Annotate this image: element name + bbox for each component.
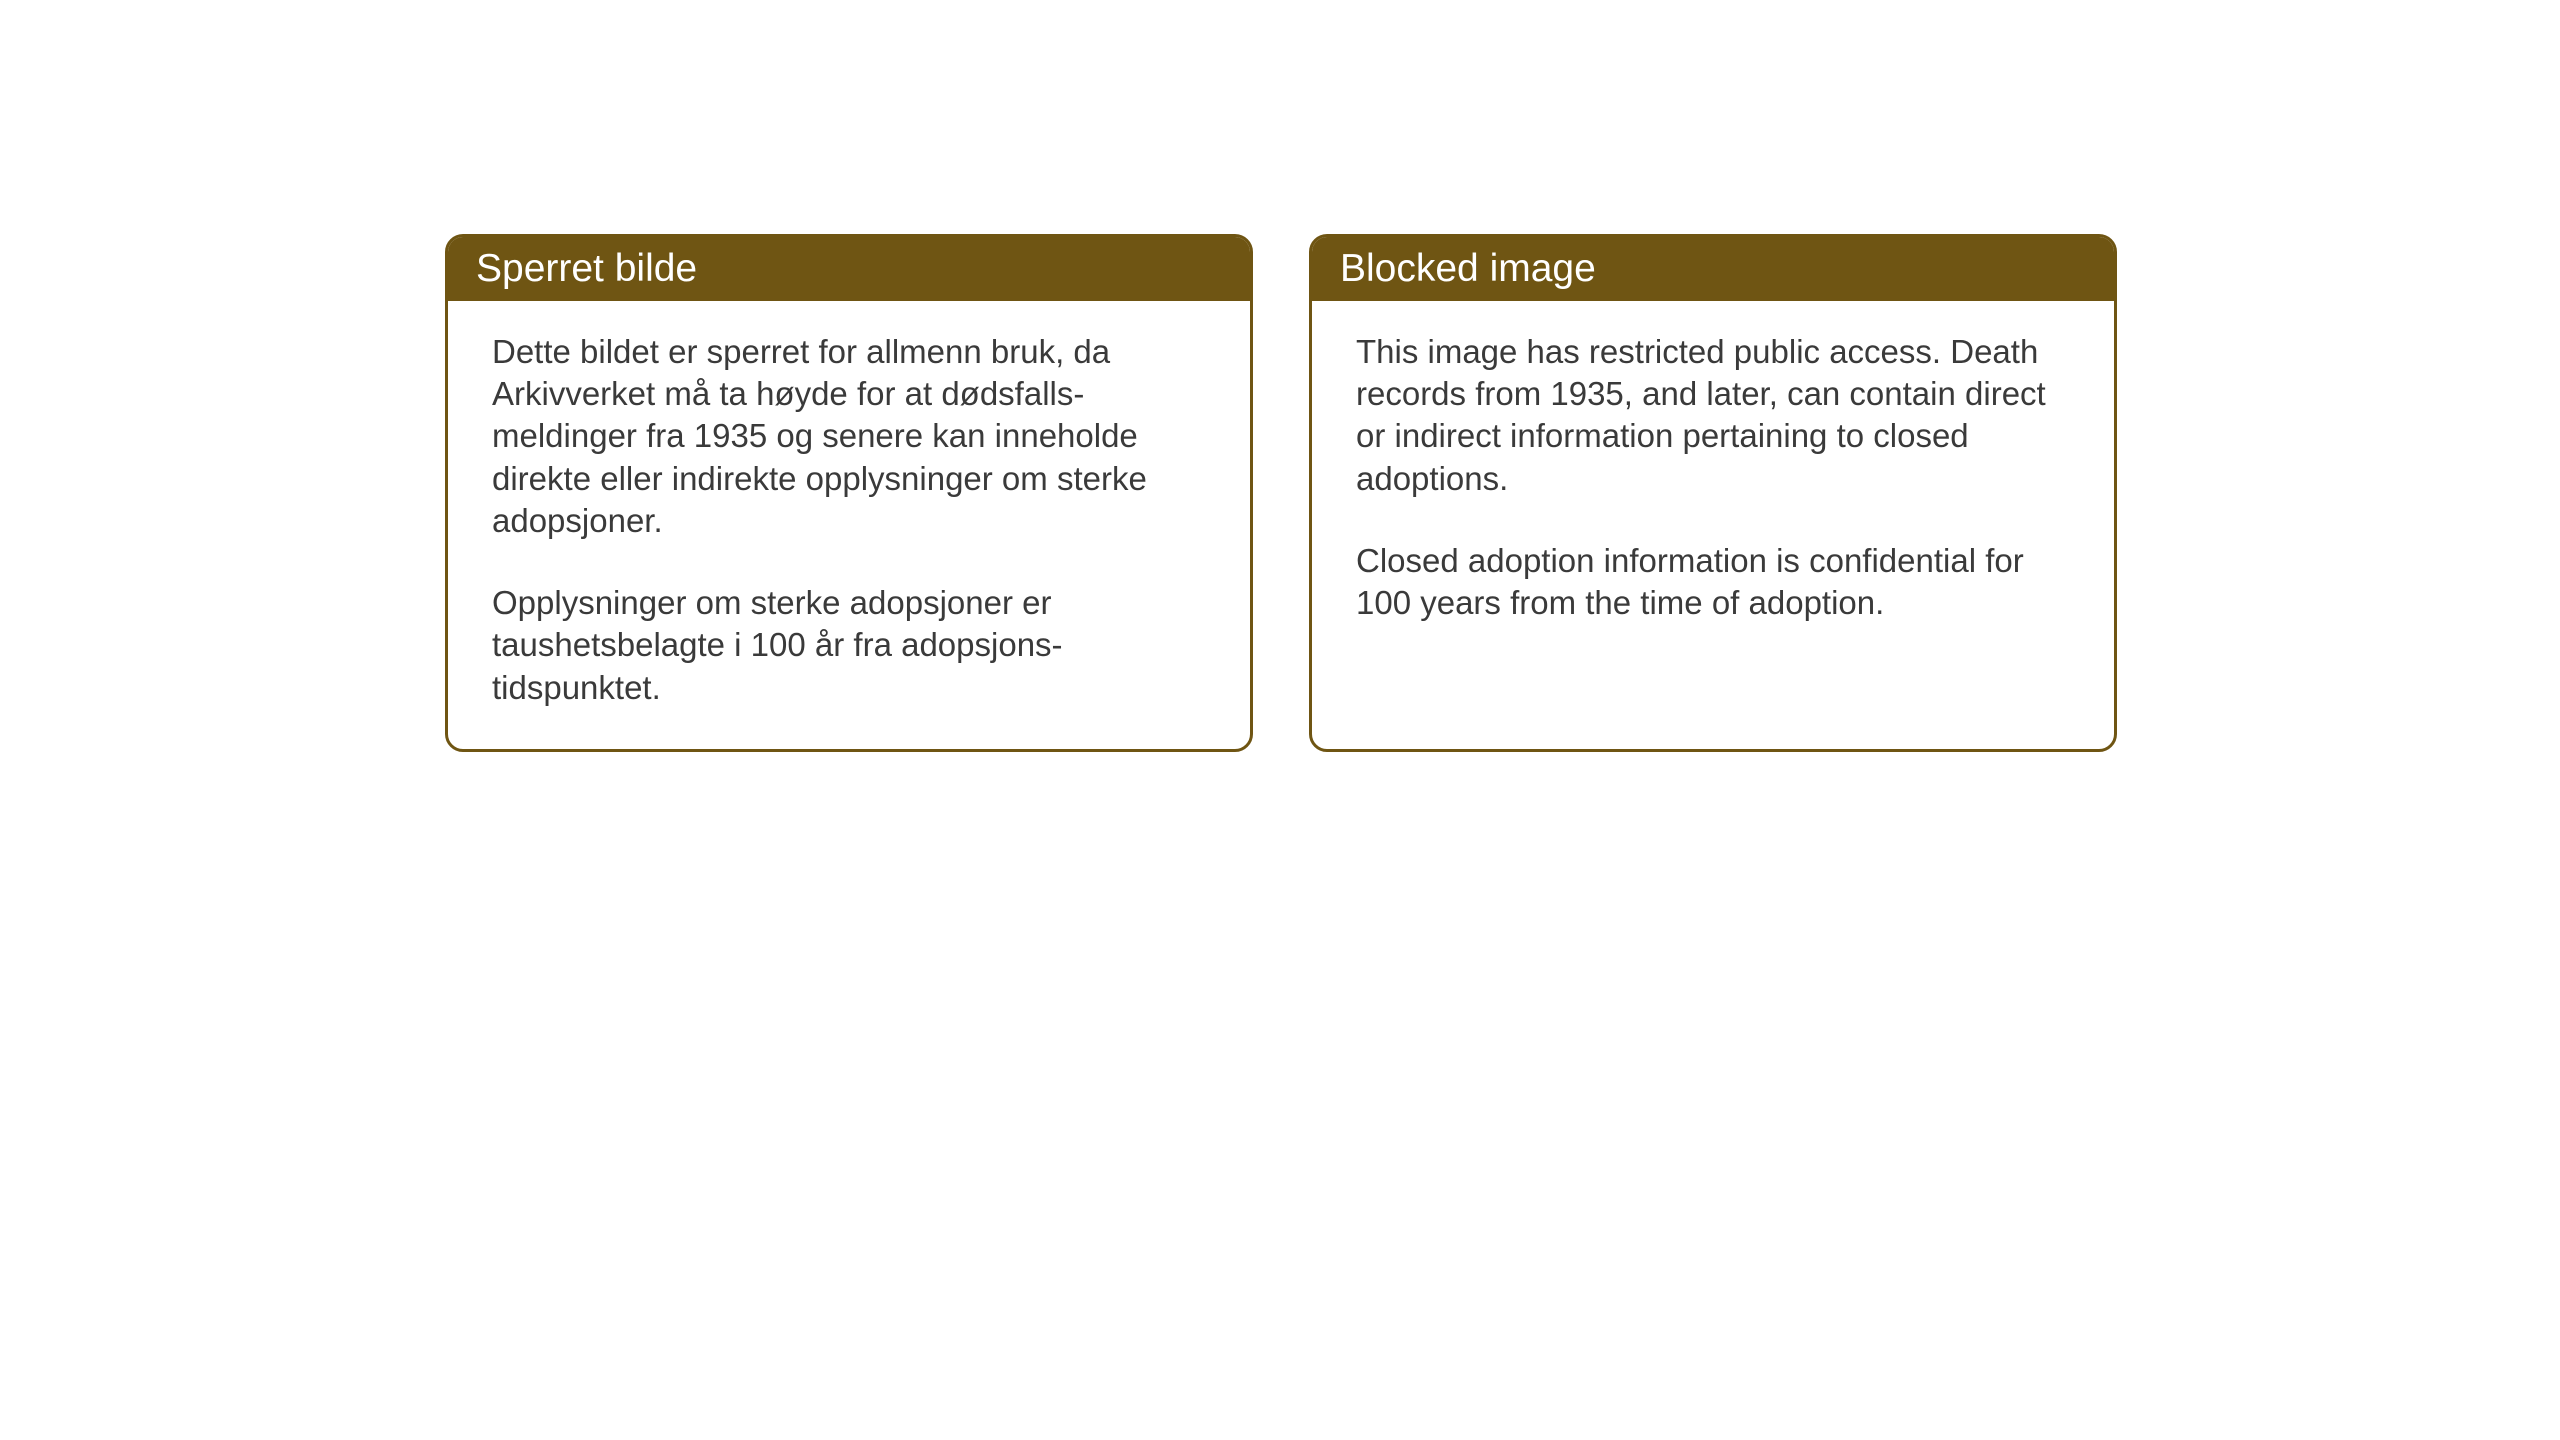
notice-card-english: Blocked image This image has restricted … <box>1309 234 2117 752</box>
card-body: Dette bildet er sperret for allmenn bruk… <box>448 301 1250 749</box>
card-title: Sperret bilde <box>476 247 697 290</box>
card-body: This image has restricted public access.… <box>1312 301 2114 741</box>
card-paragraph: Dette bildet er sperret for allmenn bruk… <box>492 331 1206 542</box>
card-paragraph: Opplysninger om sterke adopsjoner er tau… <box>492 582 1206 709</box>
card-header: Sperret bilde <box>448 237 1250 301</box>
card-paragraph: This image has restricted public access.… <box>1356 331 2070 500</box>
notice-card-norwegian: Sperret bilde Dette bildet er sperret fo… <box>445 234 1253 752</box>
card-header: Blocked image <box>1312 237 2114 301</box>
card-paragraph: Closed adoption information is confident… <box>1356 540 2070 624</box>
card-title: Blocked image <box>1340 247 1596 290</box>
notice-cards-container: Sperret bilde Dette bildet er sperret fo… <box>445 234 2117 752</box>
